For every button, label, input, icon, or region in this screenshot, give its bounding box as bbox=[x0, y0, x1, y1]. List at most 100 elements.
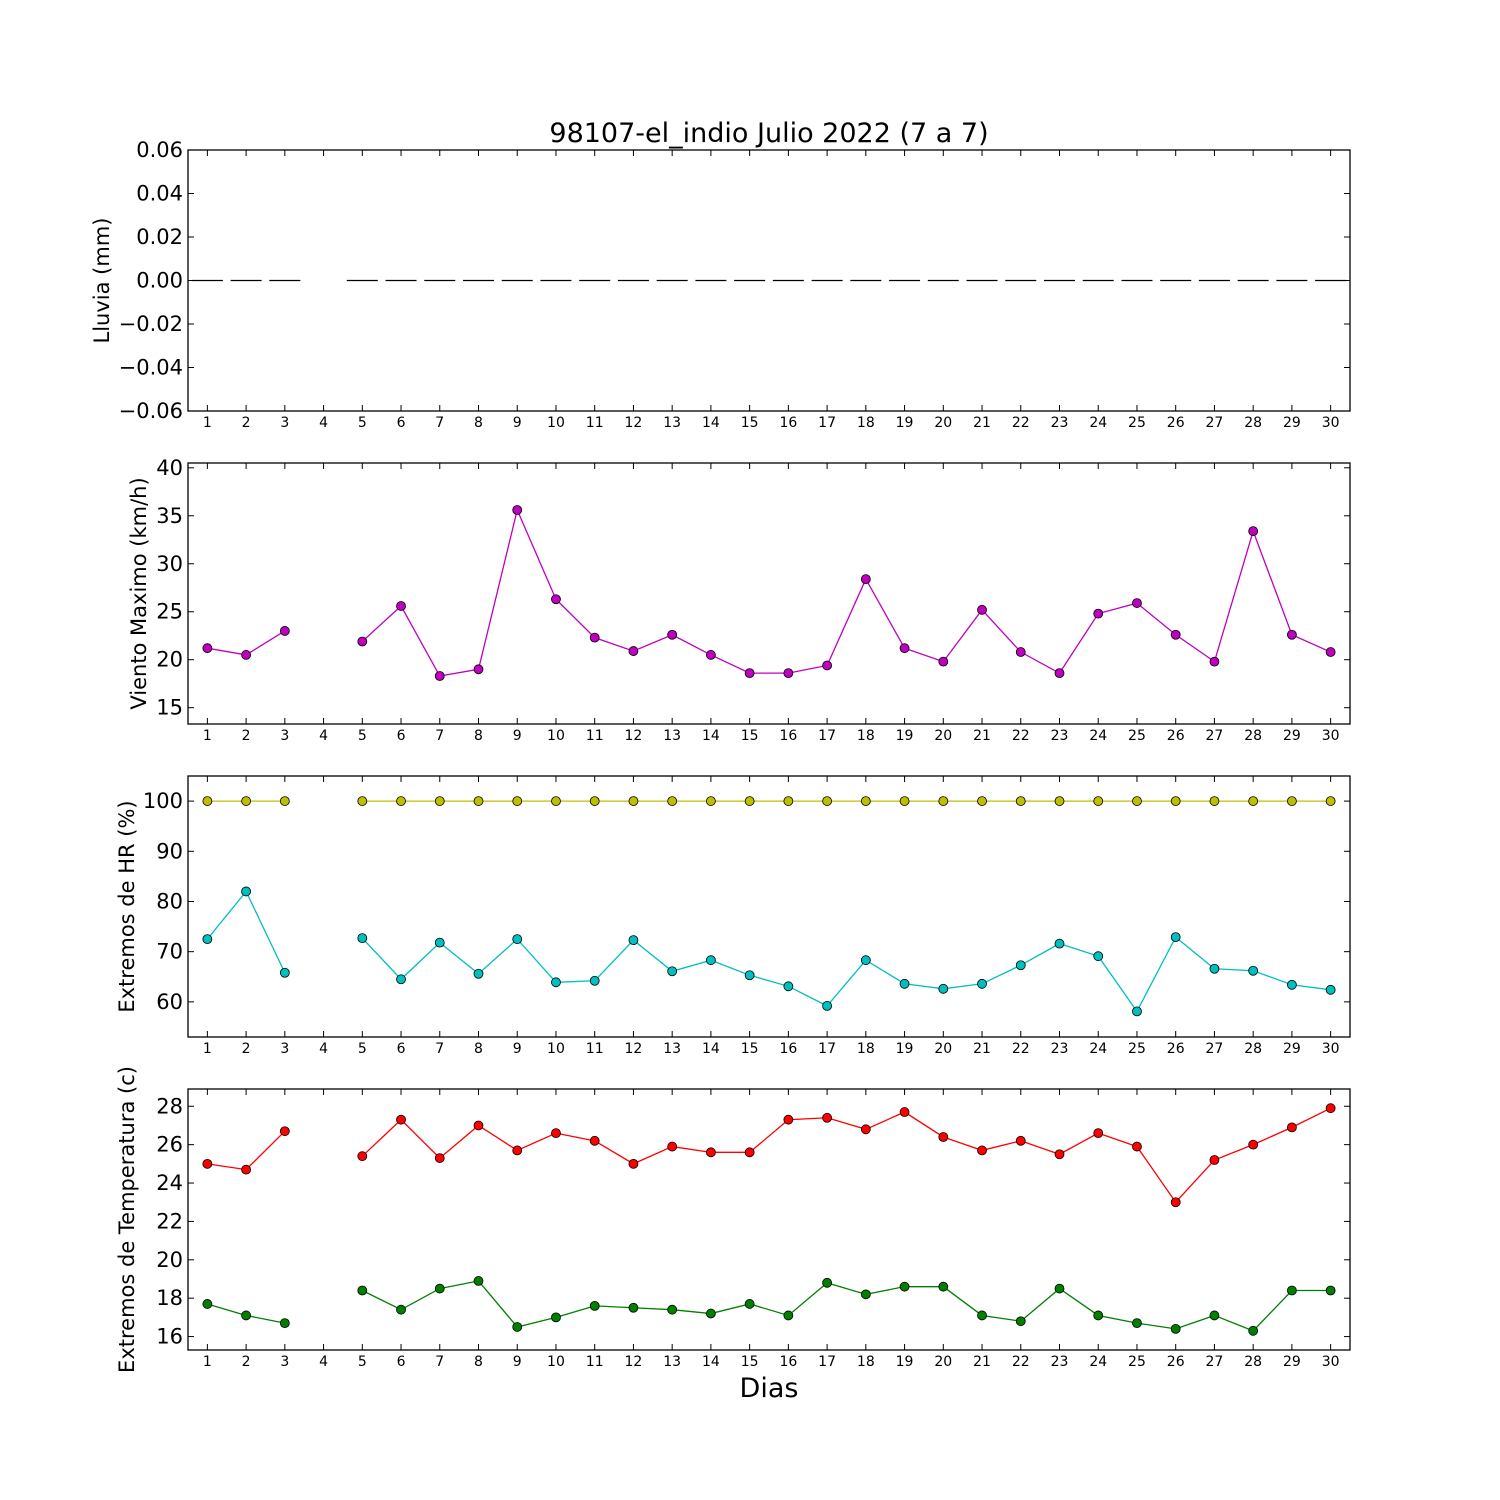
data-point bbox=[1015, 647, 1026, 657]
data-point bbox=[357, 1285, 368, 1296]
x-tick-label: 20 bbox=[934, 1354, 952, 1370]
x-tick-label: 14 bbox=[702, 1354, 720, 1370]
x-tick-label: 3 bbox=[280, 1041, 289, 1057]
data-point bbox=[357, 1151, 368, 1162]
data-point bbox=[938, 1132, 949, 1142]
y-tick-label: 0.02 bbox=[136, 225, 183, 249]
x-tick-label: 16 bbox=[779, 728, 797, 744]
data-point bbox=[241, 1164, 252, 1175]
x-tick-label: 19 bbox=[896, 415, 914, 431]
x-tick-label: 27 bbox=[1206, 415, 1224, 431]
y-tick-label: 100 bbox=[143, 789, 183, 813]
data-point bbox=[1132, 598, 1142, 608]
y-tick-label: 90 bbox=[156, 839, 183, 863]
data-point bbox=[1287, 796, 1297, 806]
data-point bbox=[473, 664, 484, 675]
x-tick-label: 7 bbox=[435, 728, 444, 744]
data-point bbox=[1170, 932, 1181, 943]
y-tick-label: 35 bbox=[156, 504, 183, 528]
data-point bbox=[1248, 965, 1259, 976]
y-tick-label: 24 bbox=[156, 1171, 183, 1195]
y-tick-label: 80 bbox=[156, 889, 183, 913]
x-tick-label: 24 bbox=[1089, 728, 1107, 744]
x-tick-label: 15 bbox=[741, 728, 759, 744]
x-tick-label: 17 bbox=[818, 1354, 836, 1370]
data-point bbox=[860, 1289, 871, 1300]
x-tick-label: 16 bbox=[779, 415, 797, 431]
chart-title: 98107-el_indio Julio 2022 (7 a 7) bbox=[549, 118, 988, 149]
x-tick-label: 26 bbox=[1167, 415, 1185, 431]
x-tick-label: 5 bbox=[358, 1041, 367, 1057]
data-point bbox=[396, 1304, 406, 1315]
x-tick-label: 10 bbox=[547, 1354, 565, 1370]
data-point bbox=[241, 886, 252, 897]
x-tick-label: 6 bbox=[397, 1041, 406, 1057]
data-point bbox=[473, 968, 484, 979]
series-1 bbox=[202, 505, 1336, 681]
x-tick-label: 22 bbox=[1012, 415, 1030, 431]
data-point bbox=[279, 796, 290, 806]
data-point bbox=[744, 970, 755, 981]
data-point bbox=[938, 983, 949, 994]
y-axis-label: Extremos de HR (%) bbox=[115, 800, 139, 1012]
data-point bbox=[1015, 1316, 1026, 1327]
y-tick-label: 0.04 bbox=[136, 182, 183, 206]
data-point bbox=[783, 1114, 794, 1125]
data-point bbox=[473, 796, 484, 806]
y-tick-label: −0.06 bbox=[119, 399, 183, 423]
data-point bbox=[1015, 1135, 1026, 1146]
x-tick-label: 20 bbox=[934, 1041, 952, 1057]
x-tick-label: 14 bbox=[702, 728, 720, 744]
data-point bbox=[1093, 608, 1104, 619]
x-tick-label: 3 bbox=[280, 728, 289, 744]
data-point bbox=[744, 796, 755, 806]
data-point bbox=[1054, 1283, 1065, 1294]
x-tick-label: 9 bbox=[513, 1354, 522, 1370]
y-tick-label: 22 bbox=[156, 1209, 183, 1233]
data-point bbox=[899, 1107, 910, 1117]
x-tick-label: 27 bbox=[1206, 1354, 1224, 1370]
y-axis-label: Viento Maximo (km/h) bbox=[127, 477, 151, 709]
data-point bbox=[706, 796, 716, 806]
data-point bbox=[589, 1300, 600, 1311]
data-point bbox=[551, 796, 561, 806]
data-point bbox=[822, 1000, 832, 1011]
y-tick-label: 20 bbox=[156, 648, 183, 672]
x-tick-label: 8 bbox=[474, 415, 483, 431]
data-point bbox=[396, 796, 406, 806]
data-point bbox=[628, 1158, 639, 1169]
x-tick-label: 26 bbox=[1167, 1354, 1185, 1370]
x-tick-label: 30 bbox=[1322, 1041, 1340, 1057]
data-point bbox=[1054, 796, 1065, 806]
data-point bbox=[1054, 668, 1065, 679]
plot-frame bbox=[187, 149, 1351, 412]
x-tick-label: 13 bbox=[663, 415, 681, 431]
data-point bbox=[1015, 960, 1026, 971]
data-point bbox=[396, 974, 406, 985]
data-point bbox=[434, 937, 445, 948]
x-tick-label: 24 bbox=[1089, 415, 1107, 431]
x-tick-label: 5 bbox=[358, 728, 367, 744]
x-tick-label: 20 bbox=[934, 728, 952, 744]
x-tick-label: 10 bbox=[547, 728, 565, 744]
series-line bbox=[362, 1280, 1331, 1332]
data-point bbox=[1132, 1006, 1142, 1017]
data-point bbox=[1132, 1318, 1142, 1329]
x-tick-label: 29 bbox=[1283, 1354, 1301, 1370]
x-tick-label: 30 bbox=[1322, 728, 1340, 744]
data-point bbox=[706, 955, 716, 966]
x-tick-label: 11 bbox=[586, 728, 604, 744]
x-tick-label: 11 bbox=[586, 1354, 604, 1370]
data-point bbox=[202, 1299, 213, 1309]
series-1 bbox=[202, 1103, 1336, 1208]
data-point bbox=[357, 796, 368, 806]
data-point bbox=[1093, 1128, 1104, 1139]
y-tick-label: 60 bbox=[156, 990, 183, 1014]
x-tick-label: 25 bbox=[1128, 1354, 1146, 1370]
data-point bbox=[1325, 1103, 1336, 1114]
data-point bbox=[241, 1310, 252, 1321]
x-tick-label: 8 bbox=[474, 1041, 483, 1057]
y-tick-label: 20 bbox=[156, 1248, 183, 1272]
x-tick-label: 9 bbox=[513, 415, 522, 431]
data-point bbox=[279, 626, 290, 636]
